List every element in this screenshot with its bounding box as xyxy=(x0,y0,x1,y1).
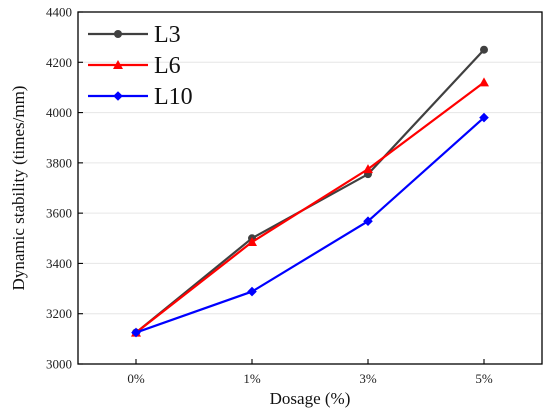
x-axis-title: Dosage (%) xyxy=(270,389,351,408)
legend-label: L6 xyxy=(154,53,181,79)
series-layer xyxy=(131,45,489,338)
grid-lines xyxy=(78,61,542,315)
plot-frame xyxy=(77,11,543,365)
series-line xyxy=(135,116,485,334)
data-point xyxy=(479,112,489,123)
y-tick-label: 3400 xyxy=(46,256,72,271)
data-point xyxy=(363,164,373,174)
legend: L3 L6 L10 xyxy=(88,22,193,110)
x-tick-label: 1% xyxy=(243,371,261,386)
legend-item-l6: L6 xyxy=(88,53,181,79)
legend-label: L10 xyxy=(154,84,193,110)
x-tick-label: 5% xyxy=(475,371,493,386)
y-tick-label: 3800 xyxy=(46,155,72,170)
series-line xyxy=(135,81,485,334)
data-point xyxy=(480,45,488,54)
legend-label: L3 xyxy=(154,22,181,48)
series-l10 xyxy=(131,112,489,338)
y-tick-label: 4400 xyxy=(46,5,72,20)
y-tick-label: 3600 xyxy=(46,206,72,221)
data-point xyxy=(363,216,373,226)
data-point xyxy=(131,327,141,338)
legend-item-l10: L10 xyxy=(88,84,193,110)
x-tick-label: 3% xyxy=(359,371,377,386)
x-tick-label: 0% xyxy=(127,371,145,386)
legend-marker xyxy=(113,91,123,101)
axis-ticks: 3000 3200 3400 3600 3800 4000 4200 4400 0% 1% 3% 5% xyxy=(46,5,493,387)
data-point xyxy=(247,237,257,247)
legend-marker xyxy=(113,60,123,69)
y-tick-label: 4200 xyxy=(46,55,72,70)
y-tick-label: 3000 xyxy=(46,357,72,372)
legend-marker xyxy=(114,30,122,38)
y-axis-title: Dynamic stability (times/mm) xyxy=(9,86,28,291)
data-point xyxy=(247,286,257,297)
y-tick-label: 4000 xyxy=(46,105,72,120)
y-tick-label: 3200 xyxy=(46,306,72,321)
data-point xyxy=(479,77,489,87)
legend-item-l3: L3 xyxy=(88,22,181,48)
